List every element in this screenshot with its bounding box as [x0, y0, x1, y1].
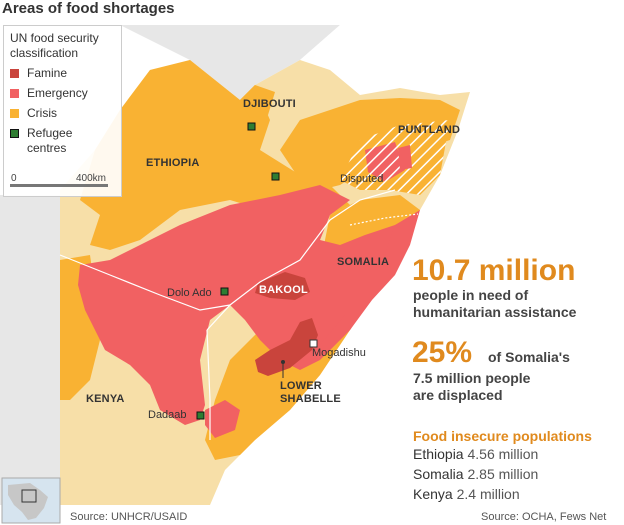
refugee-marker-djibouti [247, 122, 256, 131]
legend-item-emergency: Emergency [10, 86, 88, 101]
border-kenya-somalia [206, 329, 211, 440]
disputed-emergency [365, 142, 405, 182]
label-bakool: BAKOOL [259, 284, 308, 296]
source-left: Source: UNHCR/USAID [70, 511, 188, 523]
gulf-of-aden [300, 25, 470, 95]
neighbour-land-west [0, 195, 60, 505]
need-text: people in need of humanitarian assistanc… [413, 287, 577, 320]
border-kenya-ethiopia [59, 254, 231, 311]
legend-heading: UN food security classification [10, 31, 99, 60]
label-djibouti: DJIBOUTI [243, 98, 296, 110]
crisis-swatch [10, 109, 19, 118]
country-somalia: Somalia [413, 466, 464, 482]
legend: UN food security classification Famine E… [3, 25, 122, 197]
label-somalia: SOMALIA [337, 256, 390, 268]
legend-item-famine: Famine [10, 66, 67, 81]
puntland-emergency [398, 145, 412, 170]
legend-item-refugee: Refugee centres [10, 126, 110, 156]
label-disputed: Disputed [340, 173, 384, 185]
border-disputed [349, 213, 419, 226]
food-insecure-title: Food insecure populations [413, 428, 592, 444]
country-ethiopia: Ethiopia [413, 446, 464, 462]
emergency-swatch [10, 89, 19, 98]
refugee-marker-north [271, 172, 280, 181]
scale-end-label: 400km [76, 173, 107, 184]
legend-label-emergency: Emergency [27, 86, 88, 100]
scale-bar [10, 184, 108, 187]
food-insecure-row-somalia: Somalia 2.85 million [413, 466, 538, 482]
emergency-main [78, 185, 410, 425]
famine-lower-shabelle [255, 318, 318, 376]
value-ethiopia: 4.56 million [467, 446, 539, 462]
displaced-percent: 25% [412, 336, 473, 369]
legend-label-refugee: Refugee centres [27, 126, 73, 155]
source-right: Source: OCHA, Fews Net [481, 511, 607, 523]
emergency-south [205, 400, 240, 438]
label-ethiopia: ETHIOPIA [146, 157, 200, 169]
mogadishu-marker [309, 339, 318, 348]
value-kenya: 2.4 million [456, 486, 520, 502]
food-insecure-row-kenya: Kenya 2.4 million [413, 486, 520, 502]
label-dolo-ado: Dolo Ado [167, 287, 212, 299]
locator-inset [1, 477, 61, 524]
legend-label-crisis: Crisis [27, 106, 57, 120]
value-somalia: 2.85 million [467, 466, 539, 482]
emergency-coast-strip [320, 210, 420, 350]
refugee-marker-dadaab [196, 411, 205, 420]
legend-item-crisis: Crisis [10, 106, 57, 121]
map-title: Areas of food shortages [2, 0, 175, 17]
food-insecure-row-ethiopia: Ethiopia 4.56 million [413, 446, 538, 462]
refugee-swatch [10, 129, 19, 138]
country-kenya: Kenya [413, 486, 453, 502]
famine-bakool [255, 272, 310, 300]
displaced-text-2: 7.5 million people are displaced [413, 370, 531, 403]
famine-swatch [10, 69, 19, 78]
need-number: 10.7 million [412, 254, 576, 287]
label-kenya: KENYA [86, 393, 125, 405]
label-puntland: PUNTLAND [398, 124, 461, 136]
refugee-marker-dolo-ado [220, 287, 229, 296]
crisis-djibouti-area [240, 85, 275, 118]
legend-label-famine: Famine [27, 66, 68, 80]
label-lower-shabelle: LOWER SHABELLE [280, 380, 341, 405]
scale-start-label: 0 [11, 173, 17, 184]
neighbour-land-north [120, 25, 340, 100]
label-mogadishu: Mogadishu [312, 347, 366, 359]
displaced-text-1: of Somalia's [488, 349, 570, 365]
label-dadaab: Dadaab [148, 409, 187, 421]
